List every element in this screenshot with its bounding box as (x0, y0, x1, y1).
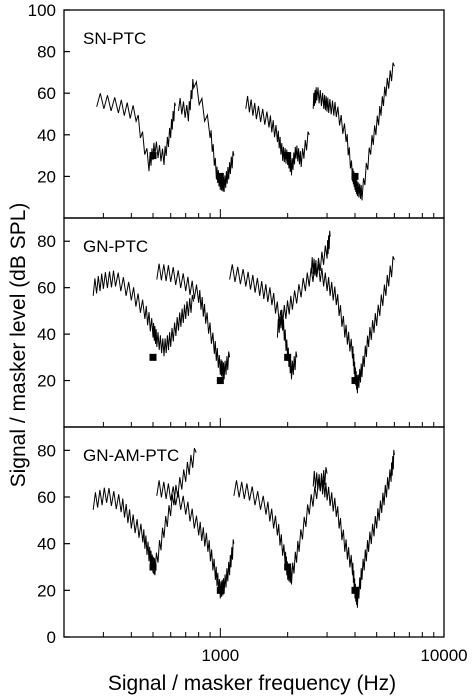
y-axis-label: Signal / masker level (dB SPL) (7, 203, 30, 488)
signal-marker (216, 586, 224, 594)
y-tick-label: 60 (37, 279, 56, 298)
ptc-series-4 (312, 449, 395, 608)
panel-1: 20 40 60 80 100 SN-PTC (28, 1, 445, 219)
panel-3: 0 20 40 60 80 GN-AM-PTC 1000 10000 (37, 426, 468, 665)
panel-title: SN-PTC (83, 29, 146, 48)
signal-marker (351, 377, 359, 385)
ptc-series-3 (229, 264, 298, 380)
signal-marker (149, 152, 157, 160)
x-tick-label: 10000 (420, 646, 467, 665)
y-tick-label: 20 (37, 581, 56, 600)
ptc-series-2 (156, 263, 231, 380)
y-tick-label: 20 (37, 372, 56, 391)
y-tick-label: 40 (37, 126, 56, 145)
ptc-series-3 (233, 467, 328, 585)
signal-marker (284, 563, 292, 571)
ptc-series-1 (96, 93, 176, 172)
y-tick-label: 0 (47, 628, 56, 647)
y-tick-label: 60 (37, 84, 56, 103)
panel-title: GN-PTC (83, 237, 148, 256)
signal-marker (216, 172, 224, 180)
y-tick-label: 60 (37, 488, 56, 507)
ptc-series-4 (312, 62, 395, 201)
y-tick-label: 40 (37, 535, 56, 554)
signal-marker (149, 563, 157, 571)
ptc-series-1 (92, 270, 195, 357)
signal-marker (351, 586, 359, 594)
y-tick-label: 80 (37, 43, 56, 62)
y-tick-label: 80 (37, 441, 56, 460)
signal-marker (351, 172, 359, 180)
y-tick-label: 100 (28, 1, 56, 20)
y-tick-label: 20 (37, 167, 56, 186)
signal-marker (149, 353, 157, 361)
ptc-series-2 (156, 480, 235, 599)
ptc-series-5 (310, 256, 395, 394)
panel-frame (63, 426, 445, 638)
ptc-series-4 (276, 230, 331, 338)
y-tick-label: 80 (37, 232, 56, 251)
panel-2: 20 40 60 80 GN-PTC (37, 217, 445, 428)
signal-marker (216, 377, 224, 385)
signal-marker (284, 152, 292, 160)
ptc-series-3 (245, 95, 310, 176)
ptc-series-1 (92, 447, 197, 576)
panel-title: GN-AM-PTC (83, 446, 179, 465)
ptc-series-2 (178, 78, 235, 193)
signal-marker (284, 353, 292, 361)
x-axis-label: Signal / masker frequency (Hz) (108, 672, 396, 695)
y-tick-label: 40 (37, 325, 56, 344)
x-tick-label: 1000 (201, 646, 239, 665)
